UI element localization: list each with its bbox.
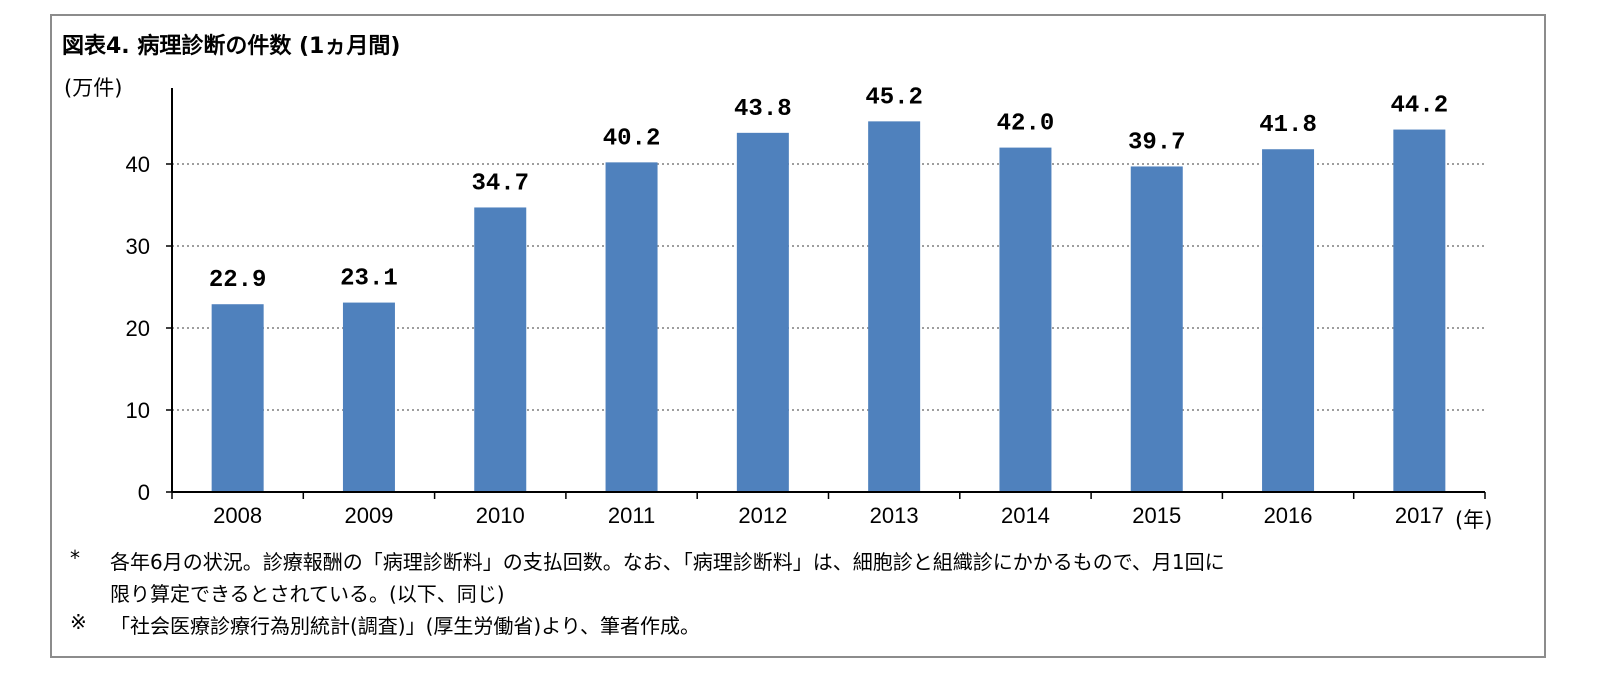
gridlines <box>172 163 1485 411</box>
y-tick-label: 40 <box>126 152 150 177</box>
bar-2009 <box>342 302 395 492</box>
bar-2015 <box>1130 166 1183 492</box>
x-tick-label-2014: 2014 <box>1001 503 1050 528</box>
bar-2008 <box>211 304 264 492</box>
data-label-2011: 40.2 <box>603 125 661 152</box>
y-tick-label: 0 <box>138 480 150 505</box>
data-label-2009: 23.1 <box>340 266 398 293</box>
data-label-2014: 42.0 <box>997 111 1055 138</box>
bar-2011 <box>605 162 658 493</box>
x-tick-label-2010: 2010 <box>476 503 525 528</box>
data-label-2010: 34.7 <box>471 170 529 197</box>
x-tick-label-2017: 2017 <box>1395 503 1444 528</box>
y-tick-label: 10 <box>126 398 150 423</box>
data-label-2015: 39.7 <box>1128 129 1186 156</box>
note-2-marker: ※ <box>70 610 87 634</box>
bar-2017 <box>1393 129 1446 492</box>
labels: 0 10 20 30 40 22.9 2008 23.1 2009 34.7 2010 40.2 201… <box>64 76 1492 532</box>
bars <box>211 121 1446 493</box>
axes <box>166 88 1486 499</box>
note-1-text-line-2: 限り算定できるとされている。(以下、同じ) <box>110 582 505 606</box>
y-tick-label: 30 <box>126 234 150 259</box>
bar-2016 <box>1262 149 1315 493</box>
x-tick-label-2011: 2011 <box>608 503 655 528</box>
note-2-text: 「社会医療診療行為別統計(調査)」(厚生労働省)より、筆者作成。 <box>110 614 701 638</box>
x-tick-label-2009: 2009 <box>344 503 393 528</box>
data-label-2012: 43.8 <box>734 96 792 123</box>
bar-2014 <box>999 147 1052 492</box>
chart-title: 図表4. 病理診断の件数 (1ヵ月間) <box>62 34 401 59</box>
y-axis-unit: (万件) <box>64 76 122 100</box>
x-tick-label-2016: 2016 <box>1264 503 1313 528</box>
bar-2012 <box>736 132 789 492</box>
data-label-2013: 45.2 <box>865 84 923 111</box>
note-1-marker: * <box>70 546 80 570</box>
x-axis-unit: (年) <box>1455 508 1492 532</box>
data-label-2016: 41.8 <box>1259 112 1317 139</box>
y-tick-label: 20 <box>126 316 150 341</box>
x-tick-label-2013: 2013 <box>870 503 919 528</box>
data-label-2008: 22.9 <box>209 267 267 294</box>
note-1-text-line-1: 各年6月の状況。診療報酬の「病理診断料」の支払回数。なお、「病理診断料」は、細胞… <box>110 550 1225 574</box>
x-tick-label-2008: 2008 <box>213 503 262 528</box>
x-tick-label-2012: 2012 <box>738 503 787 528</box>
x-tick-label-2015: 2015 <box>1132 503 1181 528</box>
data-label-2017: 44.2 <box>1391 93 1449 120</box>
bar-2013 <box>868 121 921 493</box>
bar-2010 <box>474 207 527 492</box>
